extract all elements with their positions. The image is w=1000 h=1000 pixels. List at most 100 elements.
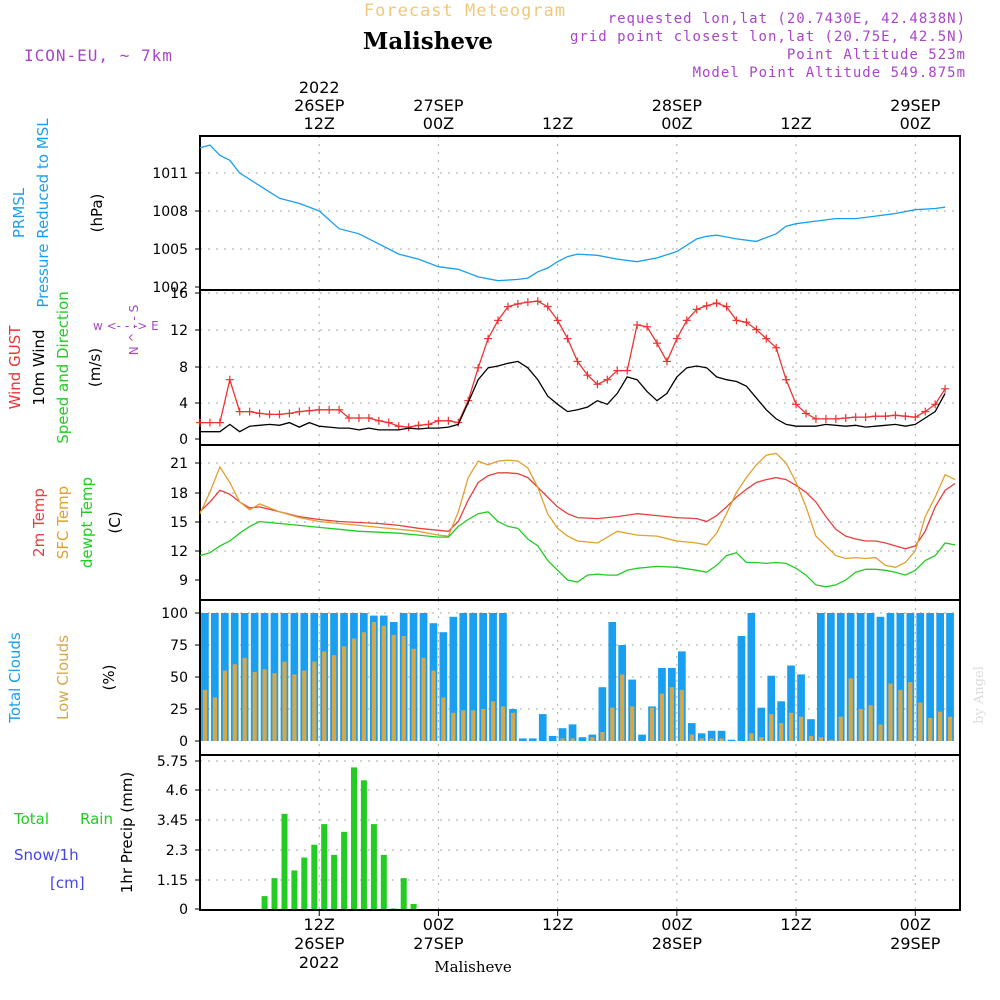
bar-low-clouds (222, 670, 227, 741)
bar-low-clouds (938, 711, 943, 741)
time-label: 28SEP (652, 934, 703, 953)
y-tick-label: 75 (170, 638, 188, 654)
legend-speed-direction: Speed and Direction (54, 291, 72, 444)
bar-total-clouds (916, 613, 925, 741)
bar-rain (271, 878, 278, 909)
bar-rain (360, 780, 367, 909)
wind-dir-ns-label: N ^ - - S (127, 305, 141, 356)
y-tick-label: 25 (170, 702, 188, 718)
y-tick-label: 5.75 (157, 754, 188, 770)
bar-low-clouds (322, 651, 327, 741)
y-tick-label: 8 (179, 360, 188, 376)
axis-label-ms: (m/s) (86, 348, 104, 387)
bar-low-clouds (461, 710, 466, 741)
bar-low-clouds (659, 693, 665, 741)
y-tick-label: 16 (170, 286, 188, 302)
axis-label-pressure-msl: Pressure Reduced to MSL (34, 118, 52, 308)
bar-low-clouds (491, 701, 496, 741)
bar-total-clouds (926, 613, 934, 741)
series-line-10m-wind (200, 360, 946, 433)
bar-low-clouds (759, 737, 764, 741)
time-label: 26SEP (294, 934, 345, 953)
location-title: Malisheve (363, 28, 493, 55)
time-label-top: 00Z (661, 114, 692, 133)
bar-total-clouds (757, 707, 766, 741)
bar-low-clouds (858, 709, 863, 741)
bar-total-clouds (876, 616, 885, 741)
bar-rain (390, 908, 397, 909)
y-tick-label: 2.3 (166, 843, 188, 859)
bar-low-clouds (838, 716, 843, 741)
bar-low-clouds (590, 737, 595, 741)
bar-total-clouds (439, 632, 448, 741)
bar-low-clouds (878, 724, 883, 741)
panel-labels-clouds: Total Clouds Low Clouds (%) (6, 632, 118, 724)
bar-total-clouds (558, 728, 567, 741)
y-tick-label: 9 (179, 573, 188, 589)
bar-low-clouds (649, 707, 655, 741)
axis-label-hpa: (hPa) (88, 194, 106, 233)
legend-total-clouds: Total Clouds (6, 632, 24, 724)
bar-low-clouds (262, 669, 267, 741)
bar-low-clouds (868, 705, 873, 741)
footer-location: Malisheve (434, 958, 512, 976)
bar-total-clouds (479, 613, 487, 741)
bar-total-clouds (797, 674, 805, 741)
bar-low-clouds (351, 638, 357, 741)
point-altitude: Point Altitude 523m (787, 47, 966, 63)
legend-low-clouds: Low Clouds (54, 635, 72, 720)
time-label-top: 2022 (299, 78, 340, 97)
bar-total-clouds (519, 738, 527, 741)
panel-labels-pressure: PRMSL Pressure Reduced to MSL (hPa) (10, 118, 106, 308)
requested-coords: requested lon,lat (20.7430E, 42.4838N) (608, 11, 966, 27)
time-label: 27SEP (413, 934, 464, 953)
bar-total-clouds (469, 613, 477, 741)
header: Forecast Meteogram Malisheve ICON-EU, ~ … (24, 1, 966, 81)
bar-low-clouds (212, 697, 217, 741)
bar-total-clouds (638, 734, 646, 741)
time-label: 2022 (299, 953, 340, 972)
wind-dir-we-label: w <- - -> E (93, 319, 159, 333)
bar-low-clouds (789, 712, 794, 741)
axis-label-celsius: (C) (106, 511, 124, 533)
bar-total-clouds (578, 737, 587, 741)
bar-total-clouds (717, 730, 726, 741)
bar-low-clouds (779, 723, 784, 741)
time-label-top: 12Z (304, 114, 335, 133)
bar-low-clouds (908, 682, 913, 741)
time-label-top: 12Z (780, 114, 811, 133)
bar-rain (311, 844, 318, 909)
axis-label-precip: 1hr Precip (mm) (118, 772, 136, 893)
panel-labels-temperature: 2m Temp SFC Temp dewpt Temp (C) (30, 477, 124, 568)
bar-low-clouds (560, 738, 565, 741)
panel-pressure: 1002 1005 1008 1011 PRMSL Pressure Reduced to… (10, 118, 961, 308)
grid-temperature (200, 445, 960, 600)
panel-wind: 0 4 8 12 16 Wind GUST 10m Wind Speed and Direct… (6, 286, 961, 448)
bar-low-clouds (292, 674, 297, 741)
bar-low-clouds (441, 697, 446, 741)
y-tick-label: 1011 (152, 166, 188, 182)
time-label-top: 00Z (423, 114, 454, 133)
bar-low-clouds (918, 702, 923, 741)
panel-frame-precip (199, 754, 961, 911)
time-label-top: 27SEP (413, 96, 464, 115)
bar-total-clouds (727, 739, 736, 741)
series-line-wind-gust (200, 300, 946, 428)
time-label-top: 26SEP (294, 96, 345, 115)
bar-total-clouds (608, 622, 617, 741)
legend-sfc-temp: SFC Temp (54, 486, 72, 559)
bar-low-clouds (848, 678, 853, 741)
bar-low-clouds (421, 657, 426, 741)
legend-snow: Snow/1h (14, 846, 79, 864)
legend-2m-temp: 2m Temp (30, 488, 48, 557)
time-label: 29SEP (890, 934, 941, 953)
bar-low-clouds (898, 689, 903, 741)
y-tick-label: 15 (170, 515, 188, 531)
grid-wind (200, 290, 960, 445)
time-label: 12Z (304, 915, 335, 934)
bar-low-clouds (699, 738, 704, 741)
bar-total-clouds (449, 616, 458, 741)
axis-label-percent: (%) (100, 665, 118, 691)
